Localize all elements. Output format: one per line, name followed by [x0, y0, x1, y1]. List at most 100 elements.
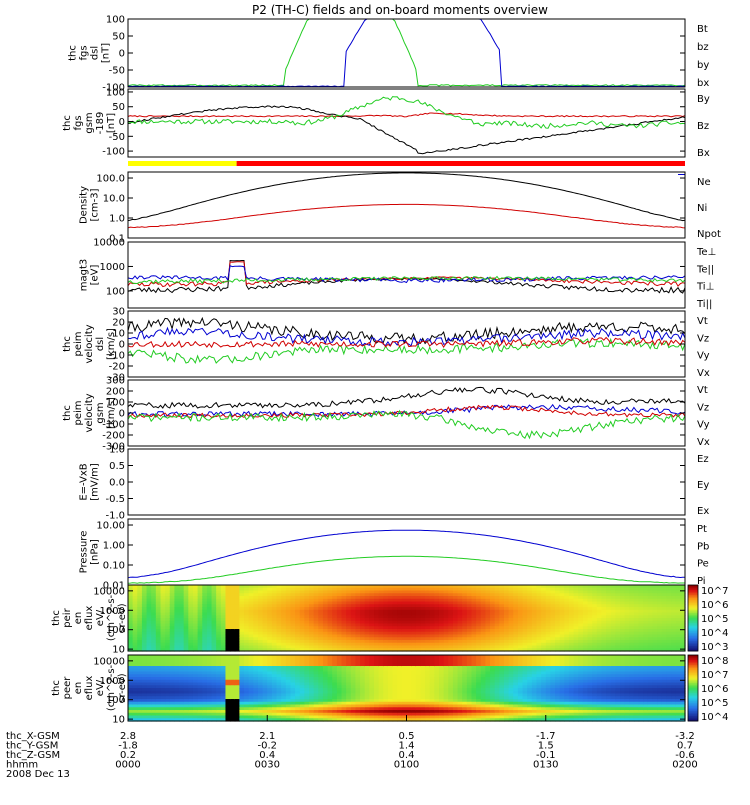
series-line	[128, 318, 685, 343]
y-tick-label: 100	[106, 286, 125, 297]
series-line	[128, 97, 685, 129]
y-axis-label-line: peim	[73, 400, 84, 425]
legend-entry: Vx	[697, 368, 710, 379]
y-tick-label: -100	[102, 147, 125, 158]
y-axis-label-line: [km/s]	[106, 328, 117, 360]
y-axis-label-line: -189	[95, 112, 106, 135]
panel-frame	[128, 242, 685, 308]
y-tick-label: 50	[112, 102, 125, 113]
y-axis-label-line: peir	[62, 607, 73, 627]
y-axis-label-line: Density	[79, 186, 90, 224]
y-tick-label: 10.00	[96, 521, 125, 532]
panel-frame	[128, 519, 685, 585]
y-axis-label-line: [nT]	[106, 113, 117, 133]
legend-entry: Ni	[697, 203, 707, 214]
panel-electron-spec: 10^810^710^610^510^410000100010010thcpee…	[51, 655, 728, 726]
y-tick-label: 100	[106, 15, 125, 26]
series-line	[128, 19, 685, 87]
legend-entry: Vt	[697, 316, 708, 327]
y-axis-label-line: [eV]	[90, 265, 101, 286]
y-tick-label: 10.0	[103, 194, 125, 205]
y-axis-label-line: fgs	[79, 45, 90, 60]
y-tick-label: 0.10	[103, 561, 125, 572]
y-tick-label: 200	[106, 387, 125, 398]
series-line	[128, 266, 685, 283]
y-axis-label-line: [nPa]	[90, 539, 101, 565]
y-tick-label: 100	[106, 88, 125, 99]
panel-frame	[128, 172, 685, 238]
series-line	[128, 204, 685, 228]
mode-bar-segment	[128, 161, 237, 166]
colorbar-label: 10^4	[701, 628, 728, 639]
legend-entry: Ti||	[696, 299, 712, 310]
y-tick-label: -200	[102, 431, 125, 442]
y-axis-label: thcpeirenefluxeV/(cm^2-s-sr-eV)	[51, 594, 128, 641]
y-tick-label: 300	[106, 376, 125, 387]
legend-entry: by	[697, 60, 709, 71]
y-tick-label: 1.0	[109, 445, 125, 456]
y-axis-label-line: Pressure	[79, 531, 90, 574]
legend-entry: Vy	[697, 420, 710, 431]
legend-entry: Bx	[697, 148, 710, 159]
series-line	[128, 113, 685, 117]
y-tick-label: 10	[112, 645, 125, 656]
legend-entry: Ti⊥	[696, 282, 714, 293]
legend-entry: Bz	[697, 121, 709, 132]
colorbar-label: 10^7	[701, 586, 728, 597]
y-tick-label: 0	[119, 117, 125, 128]
y-axis-label-line: thc	[51, 610, 62, 626]
panel-velocity-dsl: 3020100-10-20-30thcpeimvelocitydsl[km/s]…	[62, 307, 710, 384]
legend-entry: Vz	[697, 402, 709, 413]
y-axis-label-line: [cm-3]	[90, 188, 101, 221]
y-axis-label-line: gsm	[95, 402, 106, 423]
y-axis-label-line: velocity	[84, 324, 95, 363]
series-line	[128, 106, 685, 154]
y-axis-label-line: eV/	[95, 609, 106, 626]
y-axis-label: Density[cm-3]	[79, 186, 101, 224]
y-axis-label: Pressure[nPa]	[79, 531, 101, 574]
y-tick-label: -50	[109, 66, 125, 77]
panel-velocity-gsm: 3002001000-100-200-300thcpeimvelocitygsm…	[62, 376, 710, 453]
y-tick-label: 1.0	[109, 214, 125, 225]
legend-entry: bz	[697, 42, 709, 53]
y-axis-label-line: thc	[62, 336, 73, 352]
plot-title: P2 (TH-C) fields and on-board moments ov…	[252, 3, 548, 17]
y-axis-label-line: dsl	[95, 337, 106, 351]
series-line	[128, 328, 685, 346]
panel-ion-spec: 10^710^610^510^410^310000100010010thcpei…	[51, 585, 728, 656]
y-axis-label: thcpeimvelocitygsm[km/s]	[62, 393, 117, 432]
legend-entry: Pb	[697, 541, 709, 552]
y-tick-label: 0.0	[109, 478, 125, 489]
y-axis-label-line: en	[73, 612, 84, 625]
colorbar-label: 10^3	[701, 642, 728, 653]
y-axis-label-line: E=-VxB	[79, 463, 90, 500]
y-tick-label: 30	[112, 307, 125, 318]
series-line	[128, 19, 685, 86]
legend-entry: Bt	[697, 24, 708, 35]
mode-bar-segment	[237, 161, 685, 166]
y-axis-label-line: magt3	[79, 259, 90, 292]
y-axis-label-line: thc	[68, 45, 79, 61]
panels-group: 100500-50-100thcfgsdsl[nT]Btbzbybx100500…	[51, 15, 728, 726]
y-axis-label-line: eflux	[84, 606, 95, 631]
legend-entry: Vx	[697, 437, 710, 448]
panel-frame	[128, 449, 685, 515]
legend-entry: Te||	[696, 264, 714, 275]
y-axis-label-line: velocity	[84, 393, 95, 432]
series-line	[128, 530, 685, 578]
legend-entry: Ey	[697, 480, 709, 491]
panel-frame	[128, 19, 685, 87]
legend-entry: Ex	[697, 506, 709, 517]
y-tick-label: 0	[119, 49, 125, 60]
y-axis-label-line: [km/s]	[106, 397, 117, 429]
y-tick-label: 10000	[93, 238, 125, 249]
y-tick-label: 0	[119, 409, 125, 420]
legend-entry: Npot	[697, 229, 721, 240]
y-axis-label: thcfgsdsl[nT]	[68, 43, 112, 63]
legend-entry: Pt	[697, 524, 707, 535]
